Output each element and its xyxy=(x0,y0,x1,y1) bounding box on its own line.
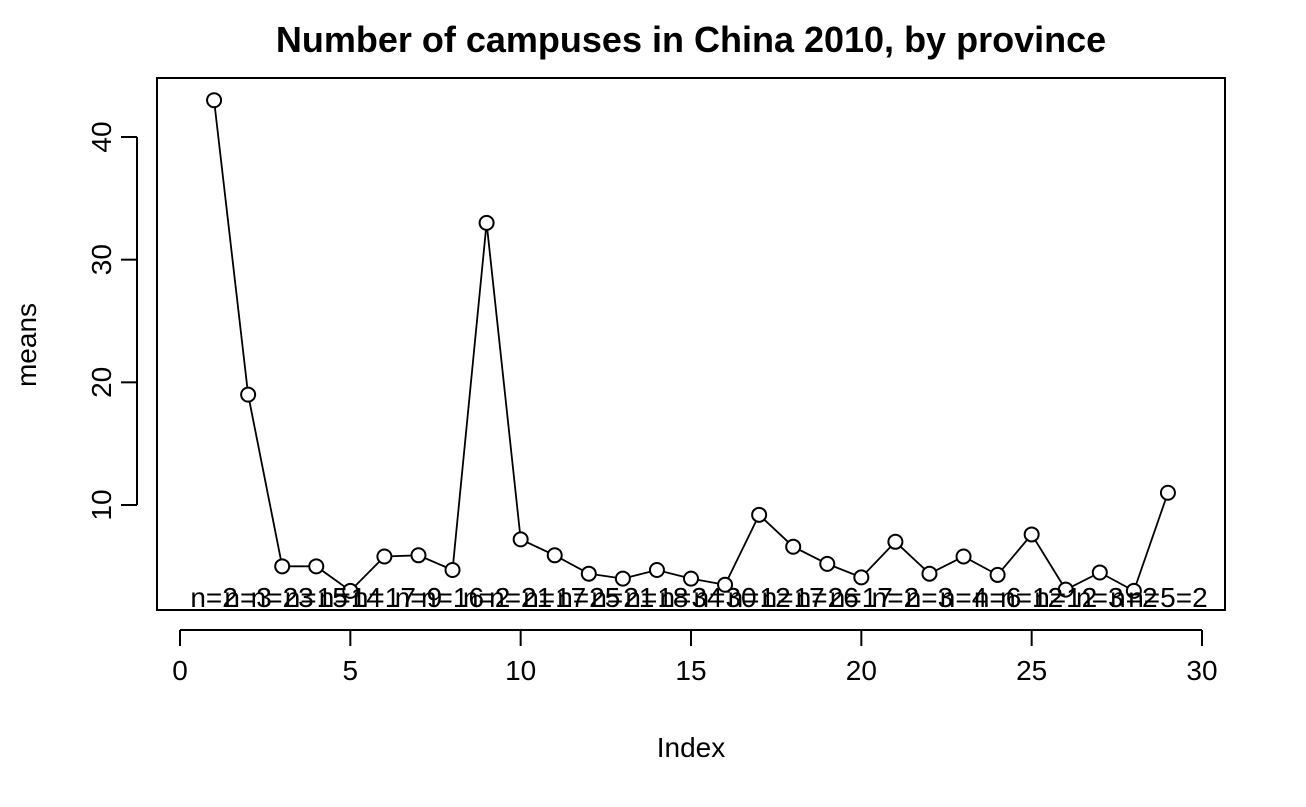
n-annotation: n=15 xyxy=(285,582,348,613)
data-point xyxy=(853,569,870,586)
data-point xyxy=(819,555,836,572)
data-point xyxy=(376,548,393,565)
data-point xyxy=(580,565,597,582)
data-point xyxy=(342,582,359,599)
data-point xyxy=(512,531,529,548)
n-annotation: n=12 xyxy=(1034,582,1097,613)
n-annotation: n=17 xyxy=(523,582,586,613)
n-annotation: n=21 xyxy=(489,582,552,613)
n-annotation: n=18 xyxy=(625,582,688,613)
y-tick-label: 40 xyxy=(86,121,117,152)
x-tick-label: 0 xyxy=(172,655,188,686)
x-tick-label: 15 xyxy=(675,655,706,686)
data-point xyxy=(614,570,631,587)
data-point xyxy=(274,558,291,575)
n-annotation: n=2 xyxy=(190,582,238,613)
data-point xyxy=(717,576,734,593)
y-tick-label: 30 xyxy=(86,244,117,275)
chart-title: Number of campuses in China 2010, by pro… xyxy=(276,19,1106,60)
n-annotation: n=17 xyxy=(353,582,416,613)
n-annotation: n=25 xyxy=(557,582,620,613)
points-layer xyxy=(206,92,1176,599)
data-point xyxy=(648,562,665,579)
n-annotation: n=3 xyxy=(906,582,954,613)
x-axis-label: Index xyxy=(657,732,726,763)
x-tick-label: 5 xyxy=(343,655,359,686)
n-annotation: n=6 xyxy=(974,582,1022,613)
n-annotation: n=14 xyxy=(319,582,382,613)
data-point xyxy=(989,566,1006,583)
n-annotation: n=23 xyxy=(251,582,314,613)
n-annotation: n=2 xyxy=(463,582,511,613)
data-point xyxy=(478,214,495,231)
data-point xyxy=(1023,526,1040,543)
data-point xyxy=(1159,484,1176,501)
data-point xyxy=(1125,582,1142,599)
data-point xyxy=(921,565,938,582)
data-point xyxy=(410,547,427,564)
data-point xyxy=(1057,581,1074,598)
annotation-layer: n=2n=3n=23n=15n=14n=17n=9n=16n=2n=21n=17… xyxy=(190,582,1207,613)
n-annotation: n=17 xyxy=(762,582,825,613)
n-annotation: n=5=2 xyxy=(1128,582,1207,613)
plot-frame xyxy=(156,77,1226,611)
data-point xyxy=(751,506,768,523)
x-tick-label: 30 xyxy=(1186,655,1217,686)
data-point xyxy=(308,558,325,575)
n-annotation: n=16 xyxy=(421,582,484,613)
n-annotation: n=17 xyxy=(830,582,893,613)
n-annotation: n=34 xyxy=(659,582,722,613)
x-tick-label: 20 xyxy=(846,655,877,686)
n-annotation: n=2 xyxy=(872,582,920,613)
n-annotation: n=21 xyxy=(591,582,654,613)
y-tick-label: 10 xyxy=(86,489,117,520)
data-point xyxy=(955,548,972,565)
n-annotation: n=3 xyxy=(1076,582,1124,613)
n-annotation: n=3 xyxy=(224,582,272,613)
y-axis: 10 20 30 40 xyxy=(86,121,138,521)
data-point xyxy=(546,547,563,564)
series-line xyxy=(213,100,1169,593)
series-layer xyxy=(213,100,1169,593)
data-point xyxy=(785,538,802,555)
y-axis-label: means xyxy=(11,303,42,387)
y-tick-label: 20 xyxy=(86,367,117,398)
data-point xyxy=(887,533,904,550)
data-point xyxy=(206,92,223,109)
data-point xyxy=(683,570,699,587)
n-annotation: n=26 xyxy=(796,582,859,613)
n-annotation: n=30 xyxy=(694,582,757,613)
n-annotation: n=9 xyxy=(395,582,443,613)
data-point xyxy=(444,562,461,579)
n-annotation: n=12 xyxy=(728,582,791,613)
x-tick-label: 25 xyxy=(1016,655,1047,686)
data-point xyxy=(1091,564,1108,581)
n-annotation: n=12 xyxy=(1000,582,1063,613)
x-tick-label: 10 xyxy=(505,655,536,686)
x-axis: 0 5 10 15 20 25 30 xyxy=(172,629,1218,686)
n-annotation: n=2 xyxy=(1110,582,1158,613)
n-annotation: n=4 xyxy=(940,582,988,613)
data-point xyxy=(240,386,257,403)
